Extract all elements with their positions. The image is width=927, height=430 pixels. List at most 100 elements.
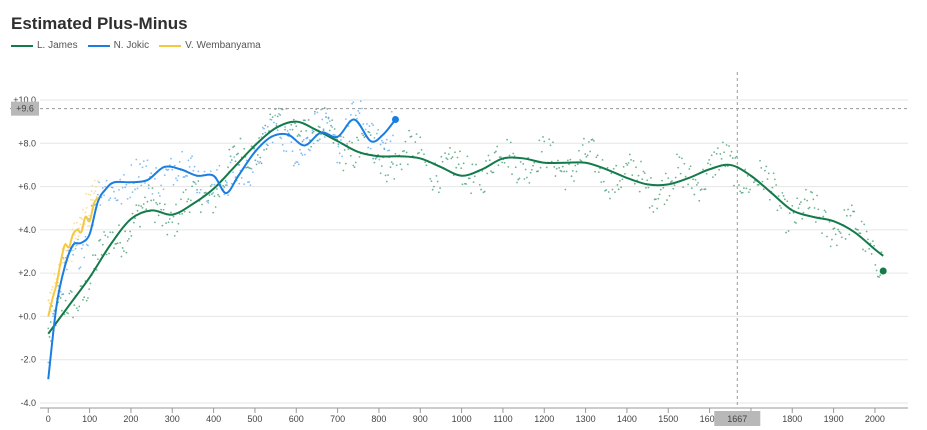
legend-swatch-jokic — [87, 44, 110, 47]
james-game-point — [850, 204, 853, 207]
jokic-game-point — [96, 193, 99, 196]
james-game-point — [845, 214, 848, 217]
james-game-point — [628, 153, 631, 156]
jokic-game-point — [311, 129, 314, 132]
james-game-point — [465, 183, 468, 185]
jokic-game-point — [233, 156, 236, 159]
james-game-point — [269, 113, 272, 116]
jokic-game-point — [151, 192, 154, 195]
chart-legend[interactable]: L. James N. Jokic V. Wembanyama — [11, 40, 261, 51]
james-game-point — [369, 134, 372, 137]
james-game-point — [848, 233, 851, 236]
james-game-point — [752, 181, 755, 184]
jokic-game-point — [326, 122, 329, 124]
wembanyama-game-point — [75, 237, 78, 240]
james-game-point — [645, 187, 647, 189]
wembanyama-game-point — [84, 211, 87, 214]
james-game-point — [185, 188, 187, 191]
james-game-point — [279, 114, 282, 116]
james-game-point — [710, 154, 713, 157]
james-game-point — [807, 207, 810, 210]
james-game-point — [661, 179, 663, 182]
james-game-point — [803, 198, 806, 201]
james-game-point — [68, 292, 71, 295]
james-game-point — [101, 243, 104, 246]
james-game-point — [419, 136, 422, 139]
legend-swatch-wembanyama — [159, 44, 182, 47]
james-game-point — [853, 210, 856, 213]
james-game-point — [591, 138, 594, 141]
james-game-point — [532, 164, 535, 167]
james-game-point — [668, 194, 671, 197]
james-game-point — [98, 239, 101, 242]
james-game-point — [782, 195, 785, 197]
james-game-point — [828, 220, 831, 223]
james-game-point — [65, 311, 68, 314]
x-tick-label: 1400 — [617, 414, 637, 424]
jokic-game-point — [383, 147, 386, 150]
james-game-point — [328, 129, 331, 132]
james-game-point — [776, 209, 779, 212]
jokic-game-point — [352, 101, 355, 104]
james-game-point — [503, 161, 506, 164]
jokic-game-point — [378, 158, 381, 161]
james-game-point — [173, 234, 176, 237]
james-game-point — [537, 170, 539, 173]
james-game-point — [548, 138, 551, 141]
james-game-point — [228, 148, 231, 151]
james-game-point — [167, 221, 170, 224]
james-game-point — [664, 172, 667, 175]
jokic-game-point — [134, 188, 136, 191]
james-game-point — [88, 288, 91, 291]
jokic-game-point — [382, 141, 384, 144]
james-game-point — [652, 211, 655, 213]
james-game-point — [318, 126, 321, 129]
jokic-game-point — [342, 136, 345, 139]
x-tick-label: 1100 — [493, 414, 512, 424]
x-tick-label: 200 — [123, 414, 138, 424]
james-game-point — [759, 159, 761, 162]
james-game-point — [801, 217, 804, 220]
legend-item-wembanyama[interactable]: V. Wembanyama — [159, 40, 261, 51]
james-game-point — [519, 161, 522, 163]
james-game-point — [193, 181, 196, 184]
james-game-point — [325, 116, 327, 118]
james-game-point — [108, 252, 110, 255]
james-game-point — [296, 135, 299, 137]
james-game-point — [213, 195, 216, 198]
james-game-point — [69, 289, 72, 292]
james-game-point — [620, 186, 623, 189]
james-game-point — [94, 254, 97, 257]
james-game-point — [368, 131, 371, 134]
james-game-point — [456, 156, 459, 159]
jokic-game-point — [136, 187, 139, 190]
jokic-game-point — [256, 160, 259, 163]
james-game-point — [716, 147, 719, 150]
james-game-point — [399, 163, 402, 166]
james-game-point — [499, 156, 502, 158]
james-game-point — [493, 151, 496, 154]
y-tick-label: +0.0 — [18, 311, 36, 321]
jokic-game-point — [373, 136, 376, 139]
wembanyama-game-point — [89, 194, 92, 196]
jokic-game-point — [280, 137, 283, 140]
james-game-point — [864, 250, 867, 253]
james-game-point — [643, 172, 646, 175]
jokic-game-point — [379, 143, 382, 146]
wembanyama-game-point — [82, 208, 84, 211]
james-game-point — [145, 208, 148, 211]
jokic-game-point — [146, 159, 149, 162]
jokic-game-point — [371, 122, 373, 125]
james-game-point — [760, 167, 763, 169]
james-game-point — [429, 177, 432, 180]
wembanyama-game-point — [48, 302, 51, 304]
jokic-game-point — [270, 118, 273, 121]
legend-item-james[interactable]: L. James — [11, 40, 78, 51]
james-game-point — [610, 172, 613, 175]
jokic-game-point — [139, 163, 141, 165]
james-game-point — [187, 198, 190, 200]
legend-item-jokic[interactable]: N. Jokic — [87, 40, 149, 51]
james-game-point — [358, 155, 361, 158]
james-game-point — [672, 187, 675, 190]
